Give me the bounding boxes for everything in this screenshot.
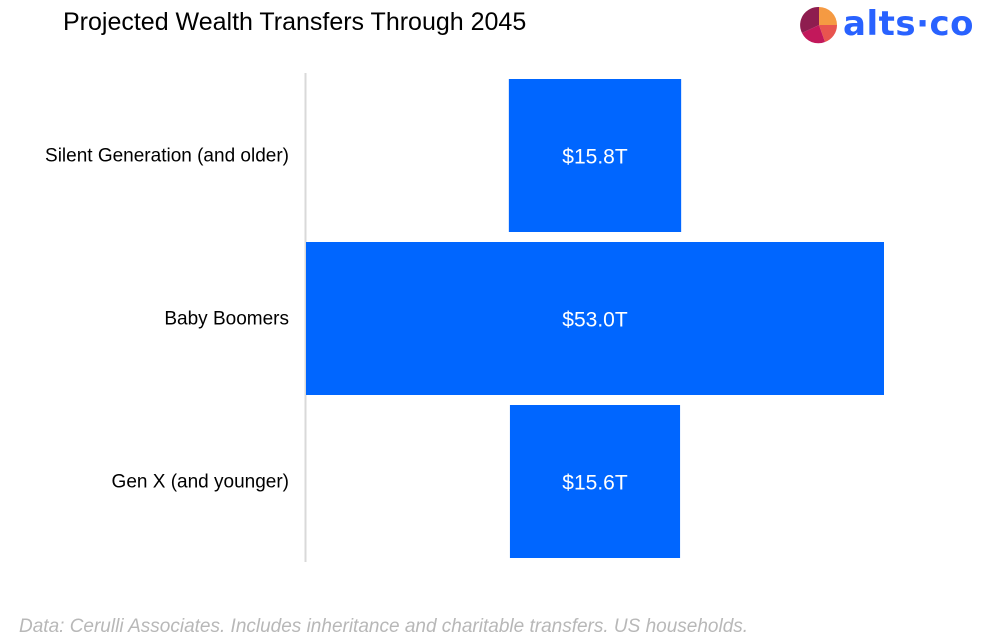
bar-value-label-2: $15.6T <box>562 472 628 495</box>
bar-2 <box>509 405 681 558</box>
category-label-1: Baby Boomers <box>164 309 289 330</box>
bar-value-label-0: $15.8T <box>562 146 628 169</box>
brand-suffix: co <box>929 4 975 44</box>
brand-wordmark: alts·co <box>843 4 974 44</box>
category-label-0: Silent Generation (and older) <box>45 146 289 167</box>
bar-1 <box>306 242 884 395</box>
source-note: Data: Cerulli Associates. Includes inher… <box>19 616 749 637</box>
bars-group: $15.8T Silent Generation (and older) $53.0… <box>45 79 884 558</box>
brand-separator: · <box>916 4 930 44</box>
chart-title: Projected Wealth Transfers Through 2045 <box>63 8 527 36</box>
funnel-bar-chart: $15.8T Silent Generation (and older) $53.0… <box>45 73 884 562</box>
bar-value-label-1: $53.0T <box>562 309 628 332</box>
pie-logo-icon <box>800 6 837 44</box>
alts-co-logo: alts·co <box>797 3 977 47</box>
category-label-2: Gen X (and younger) <box>112 472 289 493</box>
bar-0 <box>508 79 682 232</box>
brand-name: alts <box>843 4 917 44</box>
